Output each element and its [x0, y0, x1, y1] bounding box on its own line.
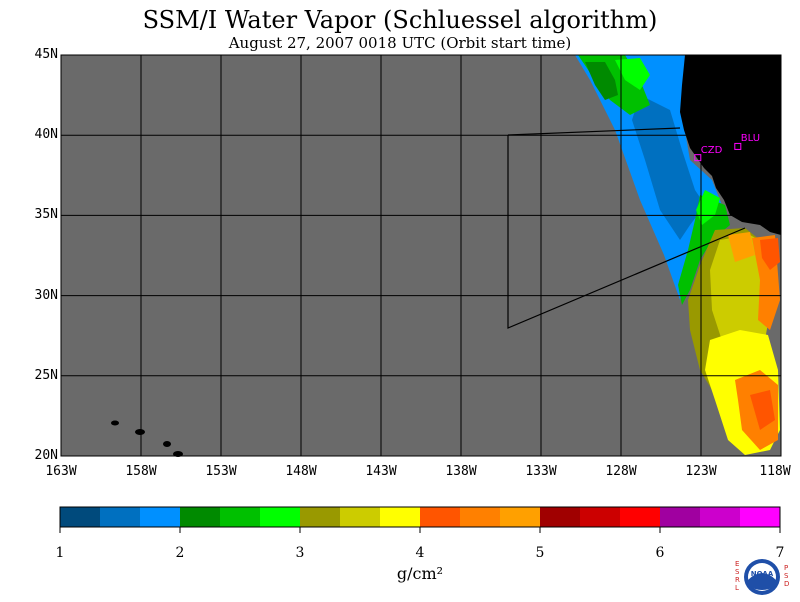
colorbar-swatch: [620, 507, 660, 527]
colorbar-swatch: [540, 507, 580, 527]
station-markers: [694, 142, 742, 162]
swath-dark-yellow: [710, 235, 772, 360]
swath-redorange-patch: [760, 238, 780, 270]
noaa-logo-text: NOAA: [751, 570, 774, 578]
lon-tick-label: 118W: [759, 464, 791, 479]
lat-lon-grid: [60, 54, 782, 457]
swath-lightgreen-north: [615, 58, 650, 90]
colorbar-swatch: [220, 507, 260, 527]
logo-letter: L: [735, 584, 739, 592]
domain-outline-top: [507, 127, 681, 136]
swath-lightgreen-south: [696, 190, 720, 225]
lat-tick-label: 25N: [34, 367, 58, 383]
lon-tick-label: 163W: [45, 464, 77, 479]
colorbar-swatch: [740, 507, 780, 527]
colorbar-swatch: [140, 507, 180, 527]
logo-letter: S: [784, 572, 789, 580]
colorbar-swatch: [380, 507, 420, 527]
swath-redorange-south: [750, 390, 775, 430]
colorbar-swatch: [700, 507, 740, 527]
lon-tick-label: 158W: [125, 464, 157, 479]
swath-blue-band: [575, 55, 722, 300]
lat-tick-label: 35N: [34, 207, 58, 223]
lon-tick-label: 153W: [205, 464, 237, 479]
lat-tick-label: 20N: [34, 448, 58, 463]
colorbar-swatch: [300, 507, 340, 527]
swath-amber: [728, 232, 755, 262]
colorbar-tick-label: 1: [55, 545, 65, 561]
colorbar-swatch: [420, 507, 460, 527]
lon-tick-label: 143W: [365, 464, 397, 479]
colorbar-swatch: [260, 507, 300, 527]
map-subtitle: August 27, 2007 0018 UTC (Orbit start ti…: [228, 34, 572, 52]
logo-letter: R: [735, 576, 740, 584]
colorbar-tick-label: 4: [415, 545, 425, 561]
logo-letter: E: [735, 560, 740, 568]
domain-outline: [507, 135, 746, 329]
lon-tick-label: 128W: [605, 464, 637, 479]
colorbar: [59, 506, 781, 533]
swath-darkgreen-north: [585, 62, 618, 100]
colorbar-tick-label: 6: [655, 545, 665, 561]
lon-tick-label: 148W: [285, 464, 317, 479]
colorbar-tick-label: 3: [295, 545, 305, 561]
swath-green-south: [678, 195, 730, 305]
lat-tick-label: 40N: [34, 127, 58, 143]
station-marker: [694, 154, 702, 162]
lon-tick-label: 133W: [525, 464, 557, 479]
lon-tick-label: 123W: [685, 464, 717, 479]
colorbar-swatch: [180, 507, 220, 527]
logo-letter: S: [735, 568, 740, 576]
logo-letter: P: [784, 564, 789, 572]
lat-tick-label: 45N: [34, 47, 58, 62]
swath-darkblue-band: [632, 95, 705, 240]
island-maui: [163, 441, 171, 447]
colorbar-tick-label: 2: [175, 545, 185, 561]
colorbar-swatch: [460, 507, 500, 527]
colorbar-tick-label: 5: [535, 545, 545, 561]
colorbar-swatch: [60, 507, 100, 527]
station-label: BLU: [740, 133, 761, 145]
map-title: SSM/I Water Vapor (Schluessel algorithm): [142, 6, 658, 34]
station-marker: [734, 142, 742, 150]
lon-tick-label: 138W: [445, 464, 477, 479]
station-label: CZD: [700, 144, 723, 156]
island-kauai: [111, 420, 119, 426]
colorbar-swatch: [580, 507, 620, 527]
land-california: [680, 55, 781, 235]
colorbar-swatch: [340, 507, 380, 527]
island-oahu: [135, 429, 145, 435]
noaa-emblem-icon: NOAA: [744, 559, 780, 595]
colorbar-swatch: [660, 507, 700, 527]
colorbar-units: g/cm²: [396, 564, 444, 583]
logo-letter: D: [784, 580, 790, 588]
lat-tick-label: 30N: [34, 287, 58, 303]
colorbar-swatch: [100, 507, 140, 527]
colorbar-tick-label: 7: [775, 545, 785, 561]
colorbar-swatch: [500, 507, 540, 527]
